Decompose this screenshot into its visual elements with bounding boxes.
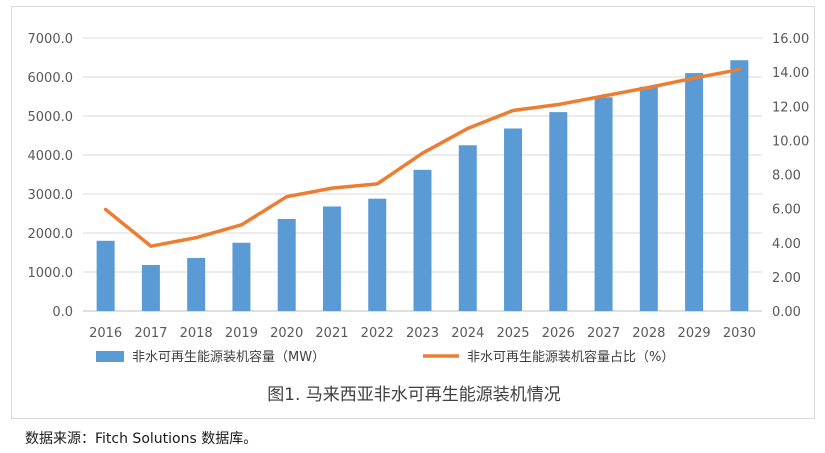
left-tick-label: 4000.0 [28, 149, 74, 164]
x-tick-label: 2024 [451, 326, 484, 341]
left-tick-label: 5000.0 [28, 110, 74, 125]
bar [96, 240, 115, 311]
x-tick-label: 2022 [361, 326, 394, 341]
line-point [737, 67, 741, 72]
legend-bar-label: 非水可再生能源装机容量（MW） [132, 349, 325, 365]
left-axis-ticks: 0.0 1000.0 2000.0 3000.0 4000.0 5000.0 6000.0 7… [28, 32, 74, 320]
bar [504, 128, 523, 311]
x-tick-label: 2016 [89, 326, 122, 341]
bar [549, 112, 568, 311]
x-tick-label: 2029 [678, 326, 711, 341]
bar [413, 169, 432, 311]
x-tick-label: 2023 [406, 326, 439, 341]
left-tick-label: 7000.0 [28, 32, 74, 47]
bar [187, 257, 206, 311]
figure-caption: 图1. 马来西亚非水可再生能源装机情况 [267, 385, 561, 405]
line-point [375, 182, 379, 186]
bar [730, 60, 749, 312]
line-point [104, 207, 108, 212]
right-tick-label: 6.00 [772, 203, 801, 218]
left-tick-label: 2000.0 [28, 227, 74, 242]
bar [685, 73, 704, 311]
bar [322, 206, 341, 311]
combo-chart: 0.0 1000.0 2000.0 3000.0 4000.0 5000.0 6000.0 7… [28, 32, 810, 405]
line-point [466, 126, 470, 131]
legend: 非水可再生能源装机容量（MW） 非水可再生能源装机容量占比（%） [96, 349, 674, 365]
line-point [556, 102, 560, 107]
line-point [601, 94, 606, 98]
right-tick-label: 14.00 [772, 66, 809, 81]
source-note: 数据来源：Fitch Solutions 数据库。 [25, 431, 258, 447]
right-axis-ticks: 0.00 2.00 4.00 6.00 8.00 10.00 12.00 14.00 16.00 [772, 32, 809, 320]
line-point [285, 195, 289, 199]
x-tick-label: 2028 [632, 326, 665, 341]
legend-line-label: 非水可再生能源装机容量占比（%） [467, 349, 674, 365]
line-point [692, 76, 696, 80]
x-tick-label: 2025 [496, 326, 529, 341]
line-point [420, 151, 425, 155]
left-tick-label: 1000.0 [28, 266, 74, 281]
right-tick-label: 10.00 [772, 134, 809, 149]
right-tick-label: 12.00 [772, 100, 809, 115]
bar [639, 86, 658, 311]
bar [232, 242, 251, 311]
right-tick-label: 2.00 [772, 271, 801, 286]
x-tick-label: 2030 [723, 326, 756, 341]
x-tick-label: 2020 [270, 326, 303, 341]
line-point [330, 186, 334, 190]
x-tick-label: 2017 [134, 326, 167, 341]
right-tick-label: 16.00 [772, 32, 809, 47]
left-tick-label: 0.0 [52, 305, 73, 320]
bar [368, 198, 387, 311]
x-tick-label: 2021 [315, 326, 348, 341]
x-axis-ticks: 2016 2017 2018 2019 2020 2021 2022 2023 2024 2025… [89, 326, 756, 341]
x-tick-label: 2027 [587, 326, 620, 341]
bar-series [96, 60, 749, 312]
x-tick-label: 2019 [225, 326, 258, 341]
right-tick-label: 0.00 [772, 305, 801, 320]
legend-bar-swatch [96, 351, 124, 362]
x-tick-label: 2018 [180, 326, 213, 341]
line-point [239, 223, 244, 227]
line-point [511, 108, 515, 113]
line-series [103, 67, 742, 248]
right-tick-label: 8.00 [772, 169, 801, 184]
bar [458, 145, 477, 311]
left-tick-label: 3000.0 [28, 188, 74, 203]
line-point [194, 236, 198, 240]
line-point [149, 244, 153, 248]
chart-frame: 0.0 1000.0 2000.0 3000.0 4000.0 5000.0 6000.0 7… [11, 6, 815, 419]
bar [141, 264, 160, 311]
left-tick-label: 6000.0 [28, 71, 74, 86]
bar [594, 97, 613, 311]
bar [277, 218, 296, 311]
line-point [647, 85, 651, 90]
right-tick-label: 4.00 [772, 237, 801, 252]
x-tick-label: 2026 [542, 326, 575, 341]
